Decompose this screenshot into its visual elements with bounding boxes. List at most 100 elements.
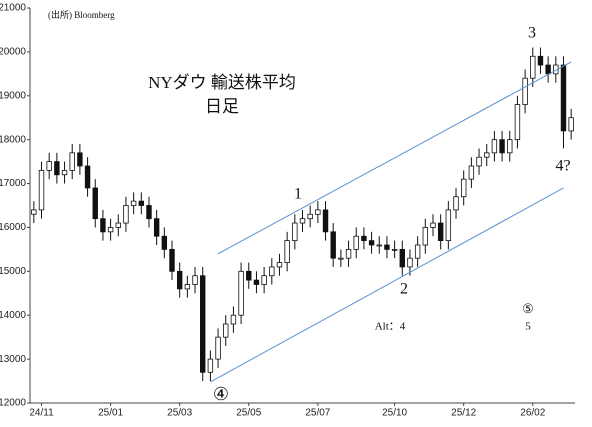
candle-body <box>261 275 267 285</box>
candle-body <box>69 152 75 171</box>
y-tick-label: 15000 <box>0 266 26 277</box>
candle-body <box>146 205 152 220</box>
candle-body <box>115 222 121 228</box>
candle-body <box>315 209 321 215</box>
candle-body <box>200 275 206 373</box>
y-tick-label: 20000 <box>0 47 26 58</box>
candle-body <box>407 257 413 268</box>
wave-label: ④ <box>213 384 229 404</box>
candle-body <box>338 257 344 260</box>
candle-body <box>361 235 367 242</box>
candle-body <box>414 244 421 259</box>
candle-body <box>560 64 567 132</box>
candle-body <box>530 55 536 79</box>
channel-line <box>210 187 564 383</box>
y-tick-label: 18000 <box>0 134 26 145</box>
candle-body <box>322 209 329 233</box>
candle-body <box>514 104 521 141</box>
candle-body <box>161 235 168 250</box>
wave-label: 4? <box>555 158 570 175</box>
candle-body <box>484 152 490 158</box>
x-tick-label: 25/10 <box>382 408 407 419</box>
wave-label: Alt：4 <box>375 321 406 333</box>
candle-body <box>545 64 551 75</box>
candle-body <box>522 77 528 105</box>
wave-label: 3 <box>528 25 536 42</box>
candle-body <box>276 262 283 268</box>
source-note: (出所) Bloomberg <box>48 9 115 20</box>
candle-body <box>138 200 145 206</box>
candle-body <box>92 187 98 220</box>
x-tick-label: 25/12 <box>451 408 476 419</box>
x-tick-label: 25/01 <box>98 408 123 419</box>
candle-body <box>223 323 229 338</box>
candle-body <box>176 270 183 290</box>
candle-body <box>353 235 359 250</box>
candle-body <box>430 222 436 228</box>
candle-body <box>307 213 313 220</box>
candle-body <box>153 218 160 237</box>
candle-body <box>246 270 252 281</box>
candle-body <box>537 55 544 66</box>
candle-body <box>169 248 175 272</box>
y-tick-label: 13000 <box>0 354 26 365</box>
candle-body <box>476 156 482 167</box>
candle-body <box>100 218 106 233</box>
candle-body <box>330 231 336 259</box>
x-tick-label: 25/07 <box>305 408 330 419</box>
candle-body <box>507 139 513 154</box>
wave-label: ⑤ <box>522 301 534 316</box>
candle-body <box>238 270 244 316</box>
candle-body <box>215 336 221 360</box>
candle-body <box>345 248 352 259</box>
y-tick-label: 17000 <box>0 178 26 189</box>
chart-title: NYダウ 輸送株平均 <box>148 73 296 92</box>
y-tick-label: 16000 <box>0 222 26 233</box>
candle-body <box>437 222 444 242</box>
y-tick-label: 12000 <box>0 398 26 409</box>
candle-body <box>368 240 375 246</box>
candle-body <box>292 222 298 242</box>
candle-body <box>54 161 60 176</box>
x-tick-label: 25/05 <box>236 408 261 419</box>
candle-body <box>299 218 306 224</box>
candle-body <box>123 205 129 224</box>
candle-body <box>269 266 275 277</box>
candle-body <box>38 169 45 211</box>
candle-body <box>192 275 198 285</box>
y-tick-label: 14000 <box>0 310 26 321</box>
candle-body <box>107 227 114 233</box>
candle-body <box>230 314 237 325</box>
candle-body <box>207 358 214 373</box>
candle-body <box>445 209 452 242</box>
candle-body <box>46 161 52 171</box>
wave-label: 1 <box>294 186 302 203</box>
candle-body <box>253 279 260 285</box>
x-tick-label: 26/02 <box>520 408 545 419</box>
candle-body <box>460 178 467 198</box>
channel-line <box>217 61 572 255</box>
x-tick-label: 25/03 <box>167 408 192 419</box>
x-tick-label: 24/11 <box>29 408 54 419</box>
wave-label: 5 <box>525 321 531 333</box>
candle-body <box>77 152 83 167</box>
candle-body <box>384 244 390 250</box>
wave-label: 2 <box>400 281 408 298</box>
candle-body <box>422 227 429 246</box>
candle-body <box>184 284 191 290</box>
candle-body <box>568 117 574 132</box>
candle-body <box>391 248 398 251</box>
candle-body <box>61 169 68 176</box>
candle-body <box>491 139 498 154</box>
candle-body <box>31 209 37 215</box>
candle-body <box>453 196 459 211</box>
chart-subtitle: 日足 <box>205 97 239 116</box>
candle-body <box>84 165 91 189</box>
candle-body <box>284 240 290 263</box>
candle-body <box>468 165 475 180</box>
y-tick-label: 19000 <box>0 90 26 101</box>
candle-body <box>499 139 505 154</box>
candle-body <box>130 200 137 206</box>
y-tick-label: 21000 <box>0 3 26 14</box>
